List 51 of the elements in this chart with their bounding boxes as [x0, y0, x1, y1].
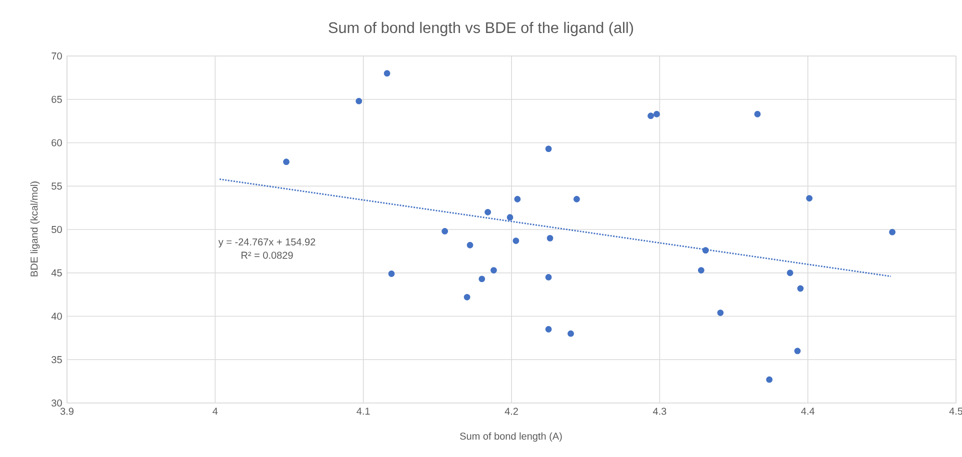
chart-title: Sum of bond length vs BDE of the ligand (all) [328, 22, 633, 36]
y-tick-label: 50 [52, 226, 62, 234]
point [766, 376, 773, 383]
point [283, 158, 290, 166]
point [702, 247, 709, 254]
y-tick-label: 45 [51, 269, 62, 276]
y-tick-label: 35 [52, 356, 62, 364]
point [384, 70, 390, 77]
point [648, 112, 654, 120]
point [794, 348, 801, 354]
point [514, 196, 521, 202]
point [698, 267, 704, 274]
point [464, 294, 470, 300]
point [442, 228, 448, 234]
point [484, 208, 491, 216]
point [889, 228, 896, 236]
point [388, 270, 395, 277]
point [717, 310, 724, 316]
x-tick-label: 4.1 [356, 408, 370, 415]
point [754, 110, 761, 118]
point [573, 196, 580, 202]
y-tick-label: 55 [52, 182, 62, 190]
point [545, 146, 552, 152]
point [356, 98, 362, 104]
point [545, 326, 552, 332]
y-tick-label: 60 [52, 139, 62, 146]
point [786, 270, 794, 276]
y-tick-label: 40 [51, 312, 62, 320]
x-tick-label: 4.3 [652, 408, 666, 415]
x-tick-label: 4.2 [504, 408, 518, 415]
y-tick-label: 70 [52, 52, 62, 60]
point [545, 274, 552, 280]
point [568, 330, 574, 337]
y-axis-title: BDE ligand (kcal/mol) [30, 182, 40, 276]
point [466, 242, 474, 248]
annotation: y = -24.767x + 154.92 [218, 238, 316, 248]
point [654, 110, 660, 118]
point [806, 195, 813, 202]
x-tick-label: 4.4 [801, 408, 814, 415]
x-axis-title: Sum of bond length (A) [460, 432, 562, 442]
point [797, 285, 804, 292]
point [512, 238, 520, 244]
x-tick-label: 4 [212, 408, 218, 415]
point [490, 267, 497, 274]
y-tick-label: 65 [52, 96, 62, 103]
annotation: R² = 0.0829 [242, 252, 293, 259]
point [546, 234, 554, 242]
x-tick-label: 3.9 [60, 408, 74, 415]
y-tick-label: 30 [52, 399, 62, 407]
point [478, 276, 486, 282]
point [506, 214, 514, 221]
